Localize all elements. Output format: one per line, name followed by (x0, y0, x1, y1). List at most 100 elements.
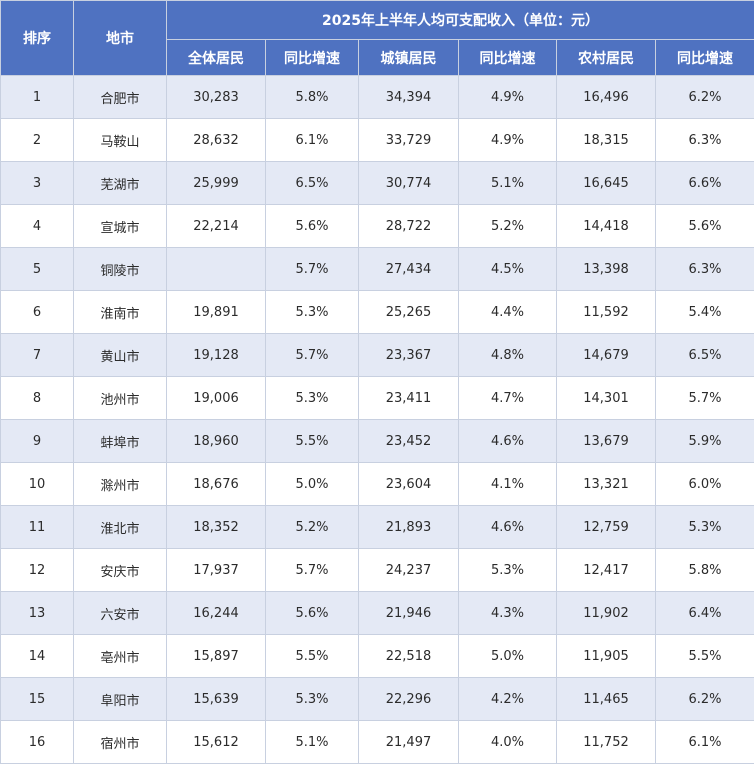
cell-all-income: 15,639 (167, 678, 266, 721)
cell-rank: 3 (1, 162, 74, 205)
cell-urban-growth: 4.5% (459, 248, 557, 291)
cell-all-growth: 5.3% (266, 291, 359, 334)
cell-rural-growth: 6.6% (656, 162, 754, 205)
cell-all-income: 15,612 (167, 721, 266, 764)
cell-urban-income: 22,296 (359, 678, 459, 721)
cell-city: 宣城市 (74, 205, 167, 248)
cell-rank: 10 (1, 463, 74, 506)
cell-all-growth: 5.2% (266, 506, 359, 549)
cell-rank: 15 (1, 678, 74, 721)
cell-city: 淮南市 (74, 291, 167, 334)
cell-all-growth: 5.6% (266, 592, 359, 635)
cell-all-income: 18,960 (167, 420, 266, 463)
cell-rural-income: 13,321 (557, 463, 656, 506)
cell-all-growth: 5.7% (266, 248, 359, 291)
cell-urban-income: 27,434 (359, 248, 459, 291)
cell-rural-growth: 6.2% (656, 76, 754, 119)
cell-urban-income: 23,452 (359, 420, 459, 463)
cell-city: 芜湖市 (74, 162, 167, 205)
cell-urban-income: 33,729 (359, 119, 459, 162)
cell-urban-growth: 5.2% (459, 205, 557, 248)
cell-rank: 7 (1, 334, 74, 377)
cell-all-growth: 6.1% (266, 119, 359, 162)
cell-all-growth: 5.7% (266, 334, 359, 377)
cell-rank: 14 (1, 635, 74, 678)
cell-city: 黄山市 (74, 334, 167, 377)
cell-rural-growth: 6.2% (656, 678, 754, 721)
cell-rural-income: 14,679 (557, 334, 656, 377)
cell-urban-growth: 4.2% (459, 678, 557, 721)
cell-rank: 2 (1, 119, 74, 162)
cell-city: 合肥市 (74, 76, 167, 119)
cell-rural-income: 11,752 (557, 721, 656, 764)
cell-urban-growth: 4.4% (459, 291, 557, 334)
cell-all-income: 28,632 (167, 119, 266, 162)
cell-rural-growth: 5.9% (656, 420, 754, 463)
cell-all-income: 30,283 (167, 76, 266, 119)
cell-all-income: 25,999 (167, 162, 266, 205)
cell-city: 宿州市 (74, 721, 167, 764)
cell-urban-income: 34,394 (359, 76, 459, 119)
cell-rural-income: 13,679 (557, 420, 656, 463)
cell-city: 铜陵市 (74, 248, 167, 291)
cell-urban-income: 23,367 (359, 334, 459, 377)
table-title: 2025年上半年人均可支配收入（单位：元） (167, 1, 754, 40)
cell-urban-income: 23,411 (359, 377, 459, 420)
cell-rural-growth: 6.0% (656, 463, 754, 506)
cell-city: 安庆市 (74, 549, 167, 592)
cell-all-growth: 5.8% (266, 76, 359, 119)
cell-urban-income: 24,237 (359, 549, 459, 592)
cell-rural-growth: 5.5% (656, 635, 754, 678)
cell-urban-growth: 5.0% (459, 635, 557, 678)
cell-rural-growth: 6.1% (656, 721, 754, 764)
cell-rural-income: 11,905 (557, 635, 656, 678)
cell-city: 滁州市 (74, 463, 167, 506)
cell-all-income: 22,214 (167, 205, 266, 248)
cell-rural-growth: 5.3% (656, 506, 754, 549)
cell-rank: 12 (1, 549, 74, 592)
cell-city: 亳州市 (74, 635, 167, 678)
cell-all-growth: 5.3% (266, 678, 359, 721)
cell-rural-growth: 5.4% (656, 291, 754, 334)
cell-urban-income: 22,518 (359, 635, 459, 678)
cell-rank: 13 (1, 592, 74, 635)
cell-all-growth: 5.1% (266, 721, 359, 764)
cell-city: 淮北市 (74, 506, 167, 549)
cell-rural-growth: 5.8% (656, 549, 754, 592)
cell-rank: 5 (1, 248, 74, 291)
cell-urban-growth: 4.6% (459, 506, 557, 549)
cell-all-income: 18,352 (167, 506, 266, 549)
header-row-top: 排序 地市 2025年上半年人均可支配收入（单位：元） (1, 1, 754, 40)
cell-urban-income: 25,265 (359, 291, 459, 334)
cell-rural-income: 12,759 (557, 506, 656, 549)
cell-city: 六安市 (74, 592, 167, 635)
cell-urban-growth: 4.3% (459, 592, 557, 635)
header-city: 地市 (74, 1, 167, 76)
cell-urban-growth: 4.9% (459, 119, 557, 162)
cell-all-income: 17,937 (167, 549, 266, 592)
cell-all-growth: 5.5% (266, 635, 359, 678)
cell-urban-growth: 4.9% (459, 76, 557, 119)
cell-all-income: 15,897 (167, 635, 266, 678)
cell-rural-growth: 6.3% (656, 248, 754, 291)
cell-all-income (167, 248, 266, 291)
header-all-residents: 全体居民 (167, 40, 266, 76)
cell-rank: 8 (1, 377, 74, 420)
cell-rural-income: 16,645 (557, 162, 656, 205)
cell-rural-income: 13,398 (557, 248, 656, 291)
header-urban-residents: 城镇居民 (359, 40, 459, 76)
cell-urban-income: 21,946 (359, 592, 459, 635)
cell-city: 池州市 (74, 377, 167, 420)
cell-all-income: 19,006 (167, 377, 266, 420)
header-rank: 排序 (1, 1, 74, 76)
